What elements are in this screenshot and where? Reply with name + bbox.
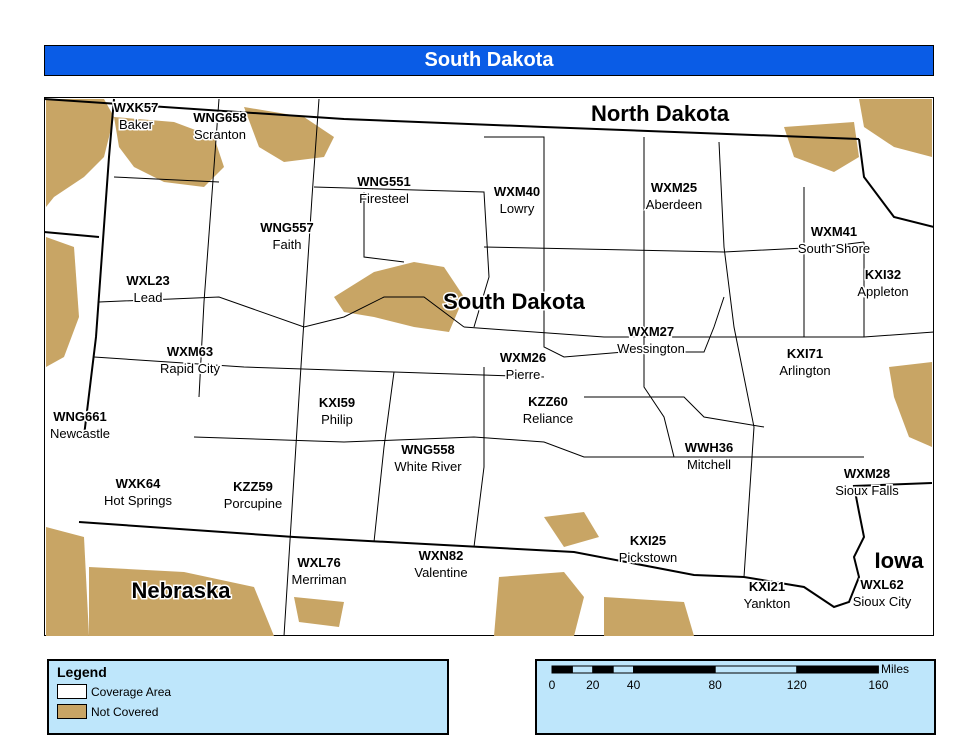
station-city: Lead: [134, 290, 163, 305]
legend-label: Not Covered: [91, 704, 159, 719]
map-title: South Dakota: [44, 45, 934, 76]
legend-swatch: [57, 684, 87, 699]
station-code: KXI59: [319, 395, 355, 410]
station-code: WNG557: [260, 220, 313, 235]
station-city: Hot Springs: [104, 493, 172, 508]
station-city: Lowry: [500, 201, 535, 216]
station-city: Arlington: [779, 363, 830, 378]
scale-segment: [592, 665, 614, 674]
station-city: Aberdeen: [646, 197, 702, 212]
scale-segment: [796, 665, 879, 674]
legend-panel: Legend Coverage Area Not Covered: [47, 659, 449, 735]
station-city: Philip: [321, 412, 353, 427]
legend-label: Coverage Area: [91, 684, 172, 699]
state-boundaries: [44, 98, 934, 609]
station-city: Baker: [119, 117, 154, 132]
station-city: Pierre: [506, 367, 541, 382]
scale-tick-label: 40: [626, 678, 641, 692]
station-code: KXI21: [749, 579, 785, 594]
station-code: KXI71: [787, 346, 823, 361]
station-code: WXL76: [297, 555, 340, 570]
station-code: KZZ60: [528, 394, 568, 409]
station-code: WXM28: [844, 466, 890, 481]
state-label: South Dakota: [443, 289, 586, 314]
legend-swatch: [57, 704, 87, 719]
station-code: WXL23: [126, 273, 169, 288]
legend-title: Legend: [57, 664, 107, 680]
station-city: South Shore: [798, 241, 870, 256]
state-label: Iowa: [875, 548, 925, 573]
station-code: WNG551: [357, 174, 410, 189]
scale-segment: [612, 665, 635, 674]
scale-bar-panel: Miles 0 20 40 80 120 160: [535, 659, 936, 735]
not-covered-areas: [46, 99, 932, 636]
station-city: Valentine: [414, 565, 467, 580]
station-city: Sioux Falls: [835, 483, 899, 498]
map-frame: [44, 97, 934, 636]
station-code: WXM63: [167, 344, 213, 359]
station-code: WNG558: [401, 442, 454, 457]
scale-bar: [551, 665, 879, 674]
station-code: WXM25: [651, 180, 697, 195]
scale-tick-label: 0: [548, 678, 556, 692]
station-city: Appleton: [857, 284, 908, 299]
station-city: Reliance: [523, 411, 574, 426]
legend-item-coverage: Coverage Area: [57, 684, 171, 699]
scale-segment: [551, 665, 573, 674]
station-city: Scranton: [194, 127, 246, 142]
station-city: Yankton: [744, 596, 791, 611]
station-code: WXN82: [419, 548, 464, 563]
station-code: KXI32: [865, 267, 901, 282]
scale-tick-label: 80: [708, 678, 722, 692]
scale-segment: [571, 665, 594, 674]
station-city: Firesteel: [359, 191, 409, 206]
station-city: Merriman: [292, 572, 347, 587]
station-city: Porcupine: [224, 496, 283, 511]
station-city: Pickstown: [619, 550, 678, 565]
station-code: WNG658: [193, 110, 246, 125]
station-code: KZZ59: [233, 479, 273, 494]
scale-tick-label: 20: [586, 678, 600, 692]
station-code: KXI25: [630, 533, 666, 548]
state-label: North Dakota: [591, 101, 730, 126]
station-code: WXK64: [116, 476, 162, 491]
station-city: Newcastle: [50, 426, 110, 441]
scale-tick-label: 120: [786, 678, 807, 692]
station-city: White River: [394, 459, 462, 474]
scale-unit: Miles: [881, 662, 910, 676]
coverage-boundaries: [93, 98, 934, 636]
scale-tick-label: 160: [868, 678, 889, 692]
station-city: Wessington: [617, 341, 685, 356]
station-city: Faith: [273, 237, 302, 252]
station-code: WXK57: [114, 100, 159, 115]
station-code: WXM26: [500, 350, 546, 365]
station-code: WXM40: [494, 184, 540, 199]
legend-item-not-covered: Not Covered: [57, 704, 158, 719]
state-label: Nebraska: [131, 578, 231, 603]
station-code: WXL62: [860, 577, 903, 592]
station-code: WNG661: [53, 409, 106, 424]
station-code: WXM27: [628, 324, 674, 339]
station-city: Rapid City: [160, 361, 220, 376]
station-city: Mitchell: [687, 457, 731, 472]
scale-segment: [633, 665, 716, 674]
station-city: Sioux City: [853, 594, 912, 609]
station-code: WWH36: [685, 440, 733, 455]
station-code: WXM41: [811, 224, 857, 239]
scale-segment: [714, 665, 798, 674]
coverage-map: WXK57 Baker WNG658 Scranton WNG551 Firesteel W…: [44, 97, 934, 636]
